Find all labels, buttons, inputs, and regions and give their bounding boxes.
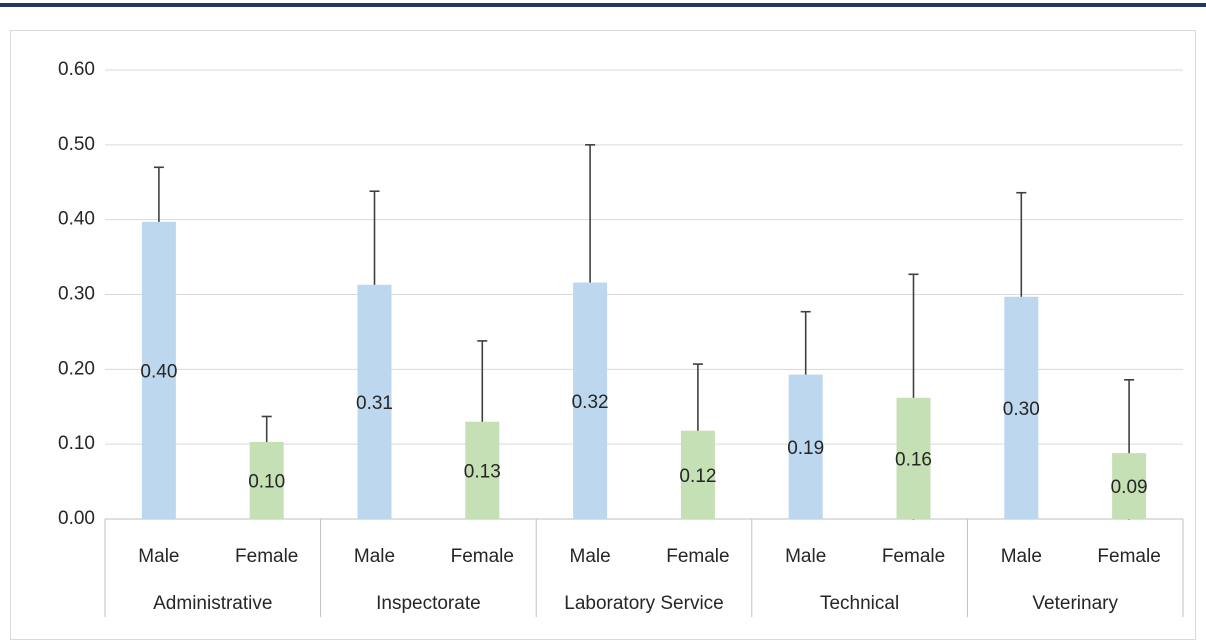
group-label: Technical [820,593,899,614]
group-label: Inspectorate [376,593,481,614]
data-label: 0.13 [464,461,501,482]
data-label: 0.10 [248,471,285,492]
bar [249,441,284,519]
bar [465,421,500,519]
x-tick-label: Female [1097,546,1160,567]
group-label: Veterinary [1032,593,1118,614]
y-tick-label: 0.40 [58,209,95,230]
y-tick-label: 0.50 [58,134,95,155]
group-label: Laboratory Service [564,593,723,614]
x-tick-label: Female [882,546,945,567]
data-label: 0.12 [679,466,716,487]
x-tick-label: Male [1001,546,1042,567]
chart-border [10,30,1196,640]
bar [1112,453,1147,519]
data-label: 0.40 [140,361,177,382]
data-label: 0.31 [356,393,393,414]
y-tick-label: 0.10 [58,433,95,454]
y-tick-label: 0.20 [58,358,95,379]
data-label: 0.09 [1111,477,1148,498]
x-tick-label: Female [235,546,298,567]
data-label: 0.19 [787,438,824,459]
x-tick-label: Female [666,546,729,567]
top-rule [0,3,1206,7]
x-tick-label: Male [570,546,611,567]
y-tick-label: 0.30 [58,284,95,305]
bar [680,430,715,519]
bar [788,374,823,519]
y-tick-label: 0.00 [58,508,95,529]
x-tick-label: Male [785,546,826,567]
group-label: Administrative [153,593,272,614]
bar [357,284,392,519]
x-tick-label: Male [354,546,395,567]
y-tick-label: 0.60 [58,59,95,80]
x-tick-label: Female [451,546,514,567]
bar [573,282,608,519]
data-label: 0.30 [1003,399,1040,420]
x-tick-label: Male [138,546,179,567]
bar [1004,296,1039,519]
bar [896,397,931,519]
error-bars [153,144,1135,520]
data-label: 0.32 [572,392,609,413]
bar [141,221,176,519]
data-label: 0.16 [895,449,932,470]
